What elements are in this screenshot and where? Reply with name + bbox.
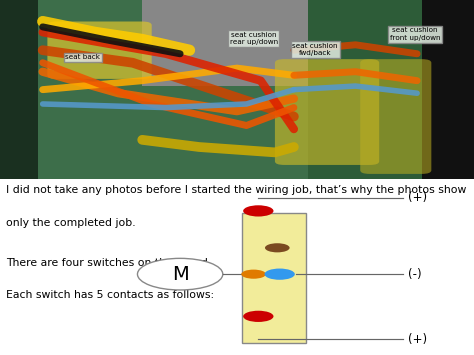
Bar [142,0,322,86]
Text: (+): (+) [408,191,427,204]
FancyBboxPatch shape [360,59,431,174]
Circle shape [265,243,290,252]
Circle shape [264,268,295,280]
Text: seat cushion
fwd/back: seat cushion fwd/back [292,43,338,56]
Bar [308,0,422,179]
Bar [422,0,474,179]
Text: seat back: seat back [65,54,100,60]
Bar [0,0,38,179]
Circle shape [243,205,273,217]
FancyBboxPatch shape [47,22,152,79]
Circle shape [241,269,266,279]
Text: seat cushion
front up/down: seat cushion front up/down [390,27,440,41]
Circle shape [137,258,223,290]
Text: seat cushion
rear up/down: seat cushion rear up/down [229,32,278,45]
Text: I did not take any photos before I started the wiring job, that’s why the photos: I did not take any photos before I start… [6,185,466,195]
Bar [242,213,306,343]
Text: M: M [172,265,189,284]
Text: (+): (+) [408,333,427,346]
Text: There are four switches on the board.: There are four switches on the board. [6,258,211,268]
FancyBboxPatch shape [275,59,379,165]
Text: Each switch has 5 contacts as follows:: Each switch has 5 contacts as follows: [6,290,214,300]
Text: (-): (-) [408,268,421,281]
Bar [142,0,322,86]
Circle shape [243,311,273,322]
Text: only the completed job.: only the completed job. [6,218,135,228]
